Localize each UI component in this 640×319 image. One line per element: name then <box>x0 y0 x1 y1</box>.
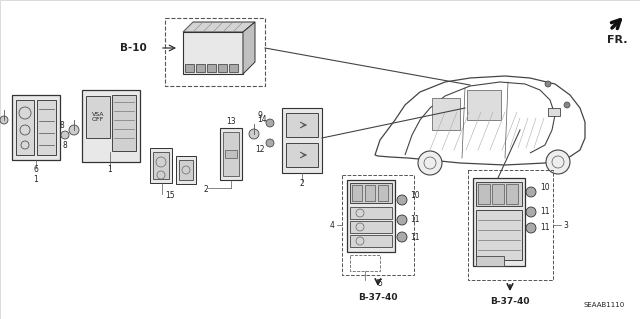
Text: 2: 2 <box>300 179 305 188</box>
Text: VSA
OFF: VSA OFF <box>92 112 104 122</box>
Bar <box>352 185 362 201</box>
Bar <box>153 152 169 179</box>
Text: 1: 1 <box>34 175 38 184</box>
Text: 11: 11 <box>410 216 419 225</box>
Bar <box>478 184 490 204</box>
Bar <box>223 132 239 176</box>
Bar <box>432 98 460 130</box>
Bar <box>342 175 414 275</box>
Bar <box>220 128 242 180</box>
Bar <box>86 96 110 138</box>
Text: B-37-40: B-37-40 <box>358 293 397 301</box>
Bar <box>350 207 392 219</box>
Bar <box>165 18 265 86</box>
Circle shape <box>397 195 407 205</box>
Bar <box>16 100 34 155</box>
Bar <box>185 64 194 72</box>
Bar <box>350 183 392 203</box>
Text: 6: 6 <box>33 166 38 174</box>
Text: SEAAB1110: SEAAB1110 <box>584 302 625 308</box>
Text: 12: 12 <box>255 145 265 154</box>
Bar <box>506 184 518 204</box>
Circle shape <box>249 129 259 139</box>
Bar <box>467 90 501 120</box>
Text: 15: 15 <box>165 191 175 201</box>
Text: 9: 9 <box>257 112 262 121</box>
Bar <box>473 178 525 266</box>
Circle shape <box>564 102 570 108</box>
Bar <box>476 210 522 260</box>
Bar <box>282 108 322 173</box>
Text: 8: 8 <box>60 121 64 130</box>
Bar <box>183 32 243 74</box>
Text: 5: 5 <box>378 278 383 287</box>
Polygon shape <box>243 22 255 74</box>
Bar <box>112 95 136 151</box>
Circle shape <box>397 232 407 242</box>
Bar <box>229 64 238 72</box>
Text: 11: 11 <box>540 224 550 233</box>
Bar <box>378 185 388 201</box>
Text: 14: 14 <box>257 115 267 124</box>
Text: 10: 10 <box>410 190 420 199</box>
Bar <box>179 160 193 180</box>
Bar <box>350 221 392 233</box>
Bar <box>548 108 560 116</box>
Text: B-37-40: B-37-40 <box>490 298 530 307</box>
Text: 1: 1 <box>108 166 113 174</box>
Bar <box>286 143 318 167</box>
Circle shape <box>266 139 274 147</box>
Text: 11: 11 <box>410 233 419 241</box>
Bar <box>492 184 504 204</box>
Text: FR.: FR. <box>607 35 627 45</box>
Text: 10: 10 <box>540 183 550 192</box>
Bar <box>350 235 392 247</box>
Bar <box>347 180 395 252</box>
Polygon shape <box>183 22 255 32</box>
Circle shape <box>69 125 79 135</box>
Bar <box>218 64 227 72</box>
Text: 8: 8 <box>63 140 67 150</box>
Bar <box>12 95 60 160</box>
Text: 11: 11 <box>540 207 550 217</box>
Bar <box>196 64 205 72</box>
Circle shape <box>418 151 442 175</box>
Circle shape <box>61 131 69 139</box>
Bar <box>37 100 56 155</box>
Bar <box>207 64 216 72</box>
Bar <box>82 90 140 162</box>
Bar <box>476 256 504 266</box>
Bar <box>225 150 237 158</box>
Circle shape <box>0 116 8 124</box>
Bar <box>286 113 318 137</box>
Bar <box>150 148 172 183</box>
Bar <box>468 170 553 280</box>
Circle shape <box>266 119 274 127</box>
Text: B-10: B-10 <box>120 43 147 53</box>
Circle shape <box>545 81 551 87</box>
Circle shape <box>526 187 536 197</box>
Circle shape <box>526 223 536 233</box>
Circle shape <box>397 215 407 225</box>
Bar <box>365 185 375 201</box>
Circle shape <box>546 150 570 174</box>
Text: 4: 4 <box>329 220 334 229</box>
Circle shape <box>526 207 536 217</box>
Text: 2: 2 <box>204 186 209 195</box>
Bar <box>350 255 380 271</box>
Text: 13: 13 <box>226 116 236 125</box>
Bar <box>476 182 522 206</box>
Bar <box>176 156 196 184</box>
Text: 3: 3 <box>563 220 568 229</box>
